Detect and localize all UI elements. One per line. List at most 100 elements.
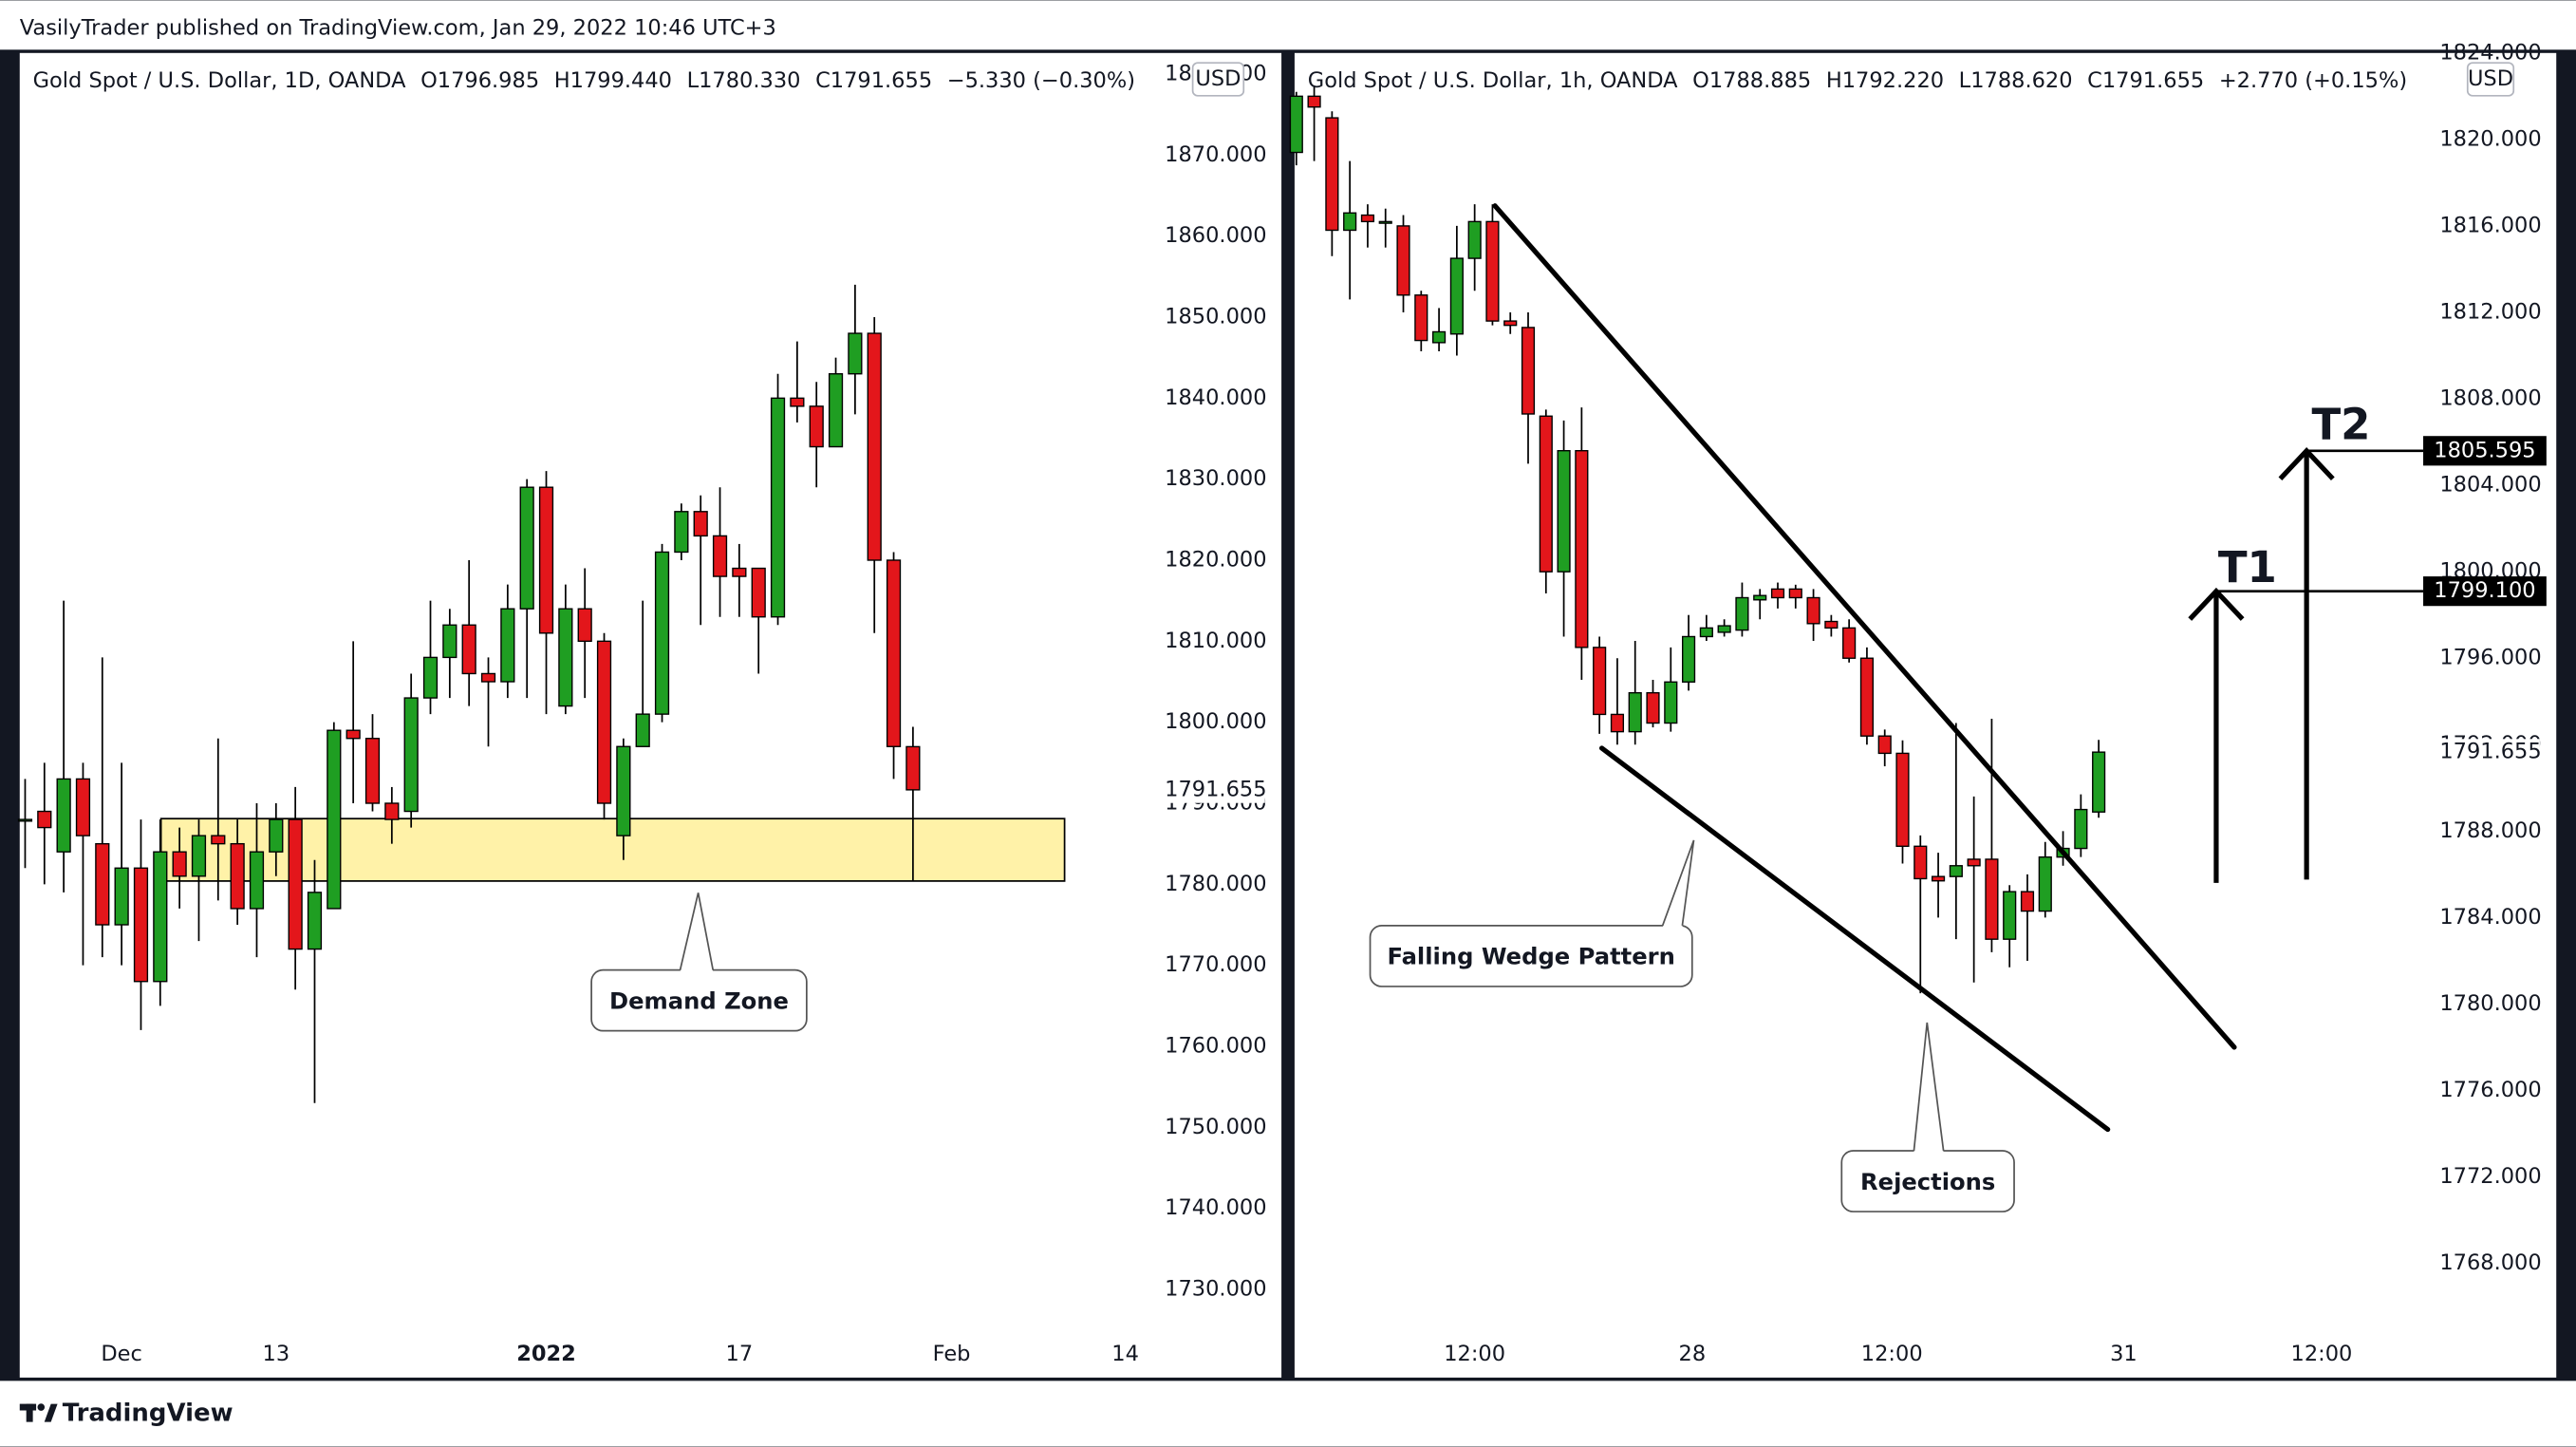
last-price-bg xyxy=(1166,777,1265,803)
candle-body xyxy=(327,729,342,910)
candle-body xyxy=(809,405,824,448)
legend-item: H1792.220 xyxy=(1826,68,1944,93)
last-price-label: 1791.655 xyxy=(2439,740,2541,764)
candle-body xyxy=(558,608,573,707)
target-price-box xyxy=(2423,576,2547,607)
callout-tail xyxy=(1661,839,1695,927)
candle-body xyxy=(1503,320,1518,327)
candle-body xyxy=(1593,647,1607,716)
callout: Demand Zone xyxy=(590,893,808,1032)
candle-body xyxy=(1681,635,1696,683)
candle-body xyxy=(249,851,265,910)
candle-body xyxy=(288,818,303,950)
candle-body xyxy=(211,835,226,845)
demand-zone xyxy=(159,817,1066,882)
top-bar xyxy=(0,0,2576,50)
candle-body xyxy=(596,640,612,804)
y-tick-label: 1860.000 xyxy=(1165,223,1266,248)
y-tick-label: 1760.000 xyxy=(1165,1033,1266,1058)
candle-body xyxy=(2074,808,2088,850)
candle-body xyxy=(2092,751,2106,813)
legend-item: H1799.440 xyxy=(554,68,672,93)
candle-body xyxy=(577,608,592,643)
y-tick-label: 1780.000 xyxy=(2439,991,2541,1016)
callout-text: Demand Zone xyxy=(609,987,789,1014)
y-tick-label: 1870.000 xyxy=(1165,142,1266,167)
callout-tail xyxy=(679,893,715,970)
y-tick-label: 1750.000 xyxy=(1165,1115,1266,1139)
candle-body xyxy=(770,397,786,618)
candle-body xyxy=(442,624,457,659)
y-tick-label: 1784.000 xyxy=(2439,905,2541,930)
candle-body xyxy=(654,551,670,715)
candle-body xyxy=(1931,875,1946,882)
y-tick-label: 1820.000 xyxy=(2439,126,2541,151)
y-tick-label: 1850.000 xyxy=(1165,304,1266,329)
candle-body xyxy=(1485,220,1500,322)
chart-legend: Gold Spot / U.S. Dollar, 1h, OANDA O1788.… xyxy=(1308,68,2407,93)
candle-body xyxy=(1949,865,1963,877)
candle-body xyxy=(307,892,323,950)
candle-body xyxy=(1539,415,1553,573)
candle-body xyxy=(480,672,496,683)
candle-body xyxy=(1307,95,1321,108)
candle-body xyxy=(790,397,805,407)
legend-item: −5.330 (−0.30%) xyxy=(947,68,1135,93)
y-tick-label: 1770.000 xyxy=(1165,952,1266,977)
currency-box xyxy=(2466,62,2515,97)
legend-item: +2.770 (+0.15%) xyxy=(2219,68,2407,93)
currency-box xyxy=(1191,62,1245,97)
candle-body xyxy=(1521,327,1536,415)
candle-body xyxy=(230,842,245,910)
candle-body xyxy=(37,810,52,829)
x-tick-label: 28 xyxy=(1679,1342,1707,1366)
brand: TradingView xyxy=(63,1399,233,1427)
logo-shape xyxy=(26,1403,33,1422)
candle-body xyxy=(191,835,207,877)
candle-body xyxy=(1770,588,1785,599)
y-tick-label: 1800.000 xyxy=(1165,709,1266,734)
candle-body xyxy=(364,738,381,804)
candle-body xyxy=(751,567,766,618)
y-tick-label: 1840.000 xyxy=(1165,385,1266,410)
y-tick-label: 1804.000 xyxy=(2439,473,2541,498)
candle-body xyxy=(95,842,110,926)
candle-body xyxy=(1913,845,1928,880)
chart: 1768.000 1772.000 1776.000 1780.000 1784.000… xyxy=(1289,40,2547,1366)
callout-box xyxy=(1369,925,1693,987)
candle-body xyxy=(1575,449,1589,648)
callout-tail-fill xyxy=(1913,1023,1944,1153)
legend-item: C1791.655 xyxy=(815,68,932,93)
y-tick-label: 1812.000 xyxy=(2439,299,2541,324)
candle-body xyxy=(1735,596,1749,631)
target-price-box xyxy=(2423,436,2547,466)
target-arrow-head xyxy=(2278,447,2335,481)
y-tick-label: 1820.000 xyxy=(1165,547,1266,572)
logo-shape xyxy=(37,1403,46,1411)
candle-body xyxy=(1432,330,1447,344)
callout-text: Rejections xyxy=(1860,1169,1995,1195)
currency: USD xyxy=(2468,66,2513,91)
candle-body xyxy=(867,332,882,561)
x-tick-label: 14 xyxy=(1111,1342,1139,1366)
legend-item: Gold Spot / U.S. Dollar, 1h, OANDA xyxy=(1308,68,1678,93)
candle-body xyxy=(1414,294,1428,342)
candle-body xyxy=(674,511,689,554)
candle-body xyxy=(1985,858,1999,940)
candle-body xyxy=(1360,214,1375,223)
legend-item: L1788.620 xyxy=(1959,68,2073,93)
candle-body xyxy=(1859,657,1875,737)
legend-item: L1780.330 xyxy=(687,68,801,93)
candle-body xyxy=(848,332,863,375)
target-label: T2 xyxy=(2311,399,2370,449)
candle-body xyxy=(1289,95,1303,154)
candle-body xyxy=(17,818,33,822)
y-tick-label: 1788.000 xyxy=(2439,818,2541,843)
target-arrow-head xyxy=(2188,587,2245,621)
candle-body xyxy=(56,778,71,853)
candle-body xyxy=(500,608,515,683)
candle-body xyxy=(461,624,476,675)
y-tick-label: 1796.000 xyxy=(2439,646,2541,670)
callout-text: Falling Wedge Pattern xyxy=(1387,944,1674,970)
